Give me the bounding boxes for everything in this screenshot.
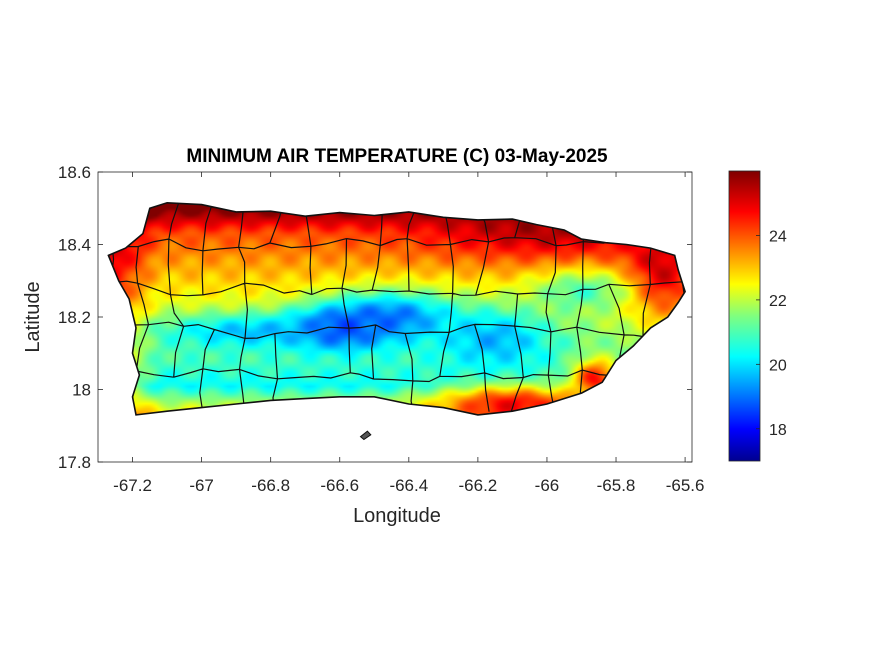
colorbar-tick-label: 20 (769, 357, 787, 374)
islet-0 (359, 430, 372, 441)
islets (359, 430, 372, 441)
plot-title: MINIMUM AIR TEMPERATURE (C) 03-May-2025 (186, 146, 608, 167)
y-axis-title: Latitude (22, 281, 44, 352)
x-axis-title: Longitude (353, 505, 441, 527)
x-tick-label: -66.6 (320, 476, 359, 495)
y-axis: 17.8 18 18.2 18.4 18.6 (58, 163, 692, 472)
x-tick-label: -66.2 (459, 476, 498, 495)
x-axis: -67.2 -67 -66.8 -66.6 -66.4 -66.2 -66 -65.8 -65.… (113, 172, 704, 495)
y-tick-label: 18.6 (58, 163, 91, 182)
y-tick-label: 18 (72, 381, 91, 400)
x-tick-label: -67.2 (113, 476, 152, 495)
colorbar (728, 170, 761, 462)
colorbar-tick-label: 18 (769, 422, 787, 439)
x-tick-label: -65.6 (666, 476, 705, 495)
x-tick-label: -67 (189, 476, 214, 495)
colorbar-ticks: 18 20 22 24 (756, 228, 787, 439)
x-tick-label: -65.8 (597, 476, 636, 495)
colorbar-tick-label: 24 (769, 228, 787, 245)
x-tick-label: -66.8 (251, 476, 290, 495)
y-tick-label: 17.8 (58, 453, 91, 472)
y-tick-label: 18.4 (58, 236, 91, 255)
colorbar-tick-label: 22 (769, 293, 787, 310)
x-tick-label: -66.4 (389, 476, 428, 495)
y-tick-label: 18.2 (58, 308, 91, 327)
x-tick-label: -66 (535, 476, 560, 495)
coastline (107, 201, 686, 416)
